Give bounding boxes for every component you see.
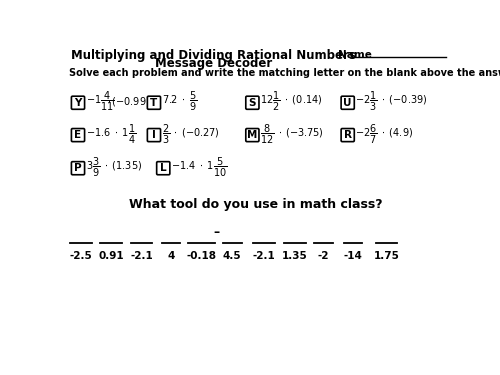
Text: E: E — [74, 130, 82, 140]
Text: 4.5: 4.5 — [223, 251, 242, 261]
Text: M: M — [247, 130, 258, 140]
Text: T: T — [150, 98, 158, 108]
Text: 1.35: 1.35 — [282, 251, 308, 261]
Text: $-1\dfrac{4}{11}$: $-1\dfrac{4}{11}$ — [86, 90, 115, 114]
Text: $-2\dfrac{1}{3}\;\cdot\;(-0.39)$: $-2\dfrac{1}{3}\;\cdot\;(-0.39)$ — [356, 90, 428, 114]
Text: $\dfrac{8}{12}\;\cdot\;(-3.75)$: $\dfrac{8}{12}\;\cdot\;(-3.75)$ — [260, 123, 324, 146]
Text: 4: 4 — [168, 251, 174, 261]
Text: L: L — [160, 163, 166, 173]
Text: $\dfrac{2}{3}\;\cdot\;(-0.27)$: $\dfrac{2}{3}\;\cdot\;(-0.27)$ — [162, 123, 220, 146]
Text: Multiplying and Dividing Rational Numbers: Multiplying and Dividing Rational Number… — [71, 48, 356, 62]
FancyBboxPatch shape — [72, 129, 85, 142]
Text: $-1.6\;\cdot\;1\dfrac{1}{4}$: $-1.6\;\cdot\;1\dfrac{1}{4}$ — [86, 123, 136, 146]
Text: $7.2\;\cdot\;\dfrac{5}{9}$: $7.2\;\cdot\;\dfrac{5}{9}$ — [162, 90, 197, 114]
FancyBboxPatch shape — [148, 96, 160, 109]
Text: Solve each problem and write the matching letter on the blank above the answer.: Solve each problem and write the matchin… — [68, 69, 500, 78]
Text: $-1.4\;\cdot\;1\dfrac{5}{10}$: $-1.4\;\cdot\;1\dfrac{5}{10}$ — [171, 156, 228, 179]
FancyBboxPatch shape — [246, 96, 259, 109]
Text: –: – — [214, 226, 220, 239]
Text: 0.91: 0.91 — [98, 251, 124, 261]
Text: U: U — [344, 98, 352, 108]
Text: Y: Y — [74, 98, 82, 108]
Text: $\cdot\,(-0.99)$: $\cdot\,(-0.99)$ — [108, 96, 150, 108]
Text: I: I — [152, 130, 156, 140]
FancyBboxPatch shape — [156, 162, 170, 175]
Text: Message Decoder: Message Decoder — [155, 57, 272, 70]
FancyBboxPatch shape — [72, 96, 85, 109]
Text: -2.1: -2.1 — [252, 251, 276, 261]
Text: -2.1: -2.1 — [130, 251, 153, 261]
Text: $12\dfrac{1}{2}\;\cdot\;(0.14)$: $12\dfrac{1}{2}\;\cdot\;(0.14)$ — [260, 90, 322, 114]
Text: -0.18: -0.18 — [186, 251, 216, 261]
Text: $3\dfrac{3}{9}\;\cdot\;(1.35)$: $3\dfrac{3}{9}\;\cdot\;(1.35)$ — [86, 156, 142, 179]
Text: $-2\dfrac{6}{7}\;\cdot\;(4.9)$: $-2\dfrac{6}{7}\;\cdot\;(4.9)$ — [356, 123, 414, 146]
Text: -14: -14 — [344, 251, 362, 261]
Text: What tool do you use in math class?: What tool do you use in math class? — [130, 198, 383, 211]
FancyBboxPatch shape — [148, 129, 160, 142]
FancyBboxPatch shape — [341, 96, 354, 109]
FancyBboxPatch shape — [72, 162, 85, 175]
Text: -2.5: -2.5 — [70, 251, 92, 261]
Text: S: S — [248, 98, 256, 108]
Text: P: P — [74, 163, 82, 173]
Text: R: R — [344, 130, 351, 140]
Text: Name: Name — [338, 50, 372, 60]
Text: 1.75: 1.75 — [374, 251, 400, 261]
FancyBboxPatch shape — [246, 129, 259, 142]
Text: -2: -2 — [318, 251, 330, 261]
FancyBboxPatch shape — [341, 129, 354, 142]
